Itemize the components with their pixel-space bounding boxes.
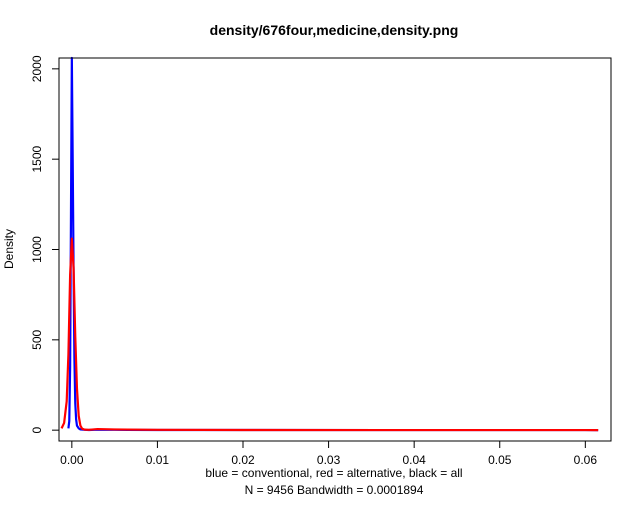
x-tick-label: 0.04 — [402, 453, 426, 467]
density-line-series-1 — [67, 56, 599, 432]
x-axis: 0.00 0.01 0.02 0.03 0.04 0.05 0.06 — [60, 440, 598, 467]
density-line-series-2 — [60, 237, 599, 432]
x-tick-label: 0.01 — [146, 453, 170, 467]
x-tick-label: 0.02 — [231, 453, 255, 467]
y-tick-label: 500 — [30, 329, 44, 349]
x-tick-label: 0.06 — [574, 453, 598, 467]
x-tick-label: 0.00 — [60, 453, 84, 467]
y-tick-label: 1000 — [30, 236, 44, 263]
y-axis: 0 500 1000 1500 2000 — [30, 55, 60, 434]
x-axis-label-line1: blue = conventional, red = alternative, … — [205, 466, 462, 480]
y-tick-label: 2000 — [30, 55, 44, 82]
x-tick-label: 0.03 — [317, 453, 341, 467]
y-tick-label: 0 — [30, 427, 44, 434]
y-axis-label: Density — [2, 229, 16, 269]
plot-area — [60, 56, 599, 432]
y-tick-label: 1500 — [30, 145, 44, 172]
chart-title: density/676four,medicine,density.png — [210, 22, 459, 38]
x-tick-label: 0.05 — [488, 453, 512, 467]
x-axis-label-line2: N = 9456 Bandwidth = 0.0001894 — [245, 483, 424, 497]
plot-frame — [58, 57, 612, 442]
